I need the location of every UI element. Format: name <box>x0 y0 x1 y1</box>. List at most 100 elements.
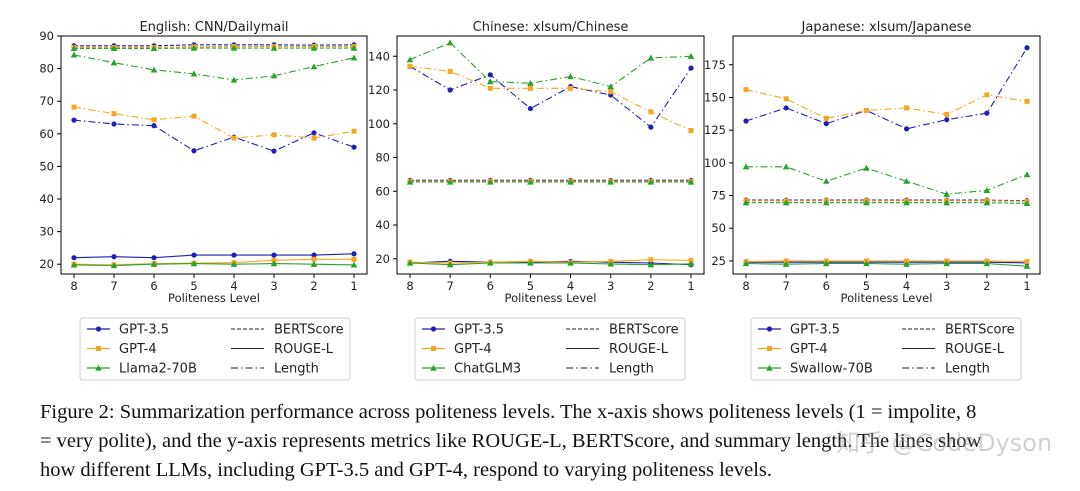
data-point-gpt-3-5-length <box>903 126 910 132</box>
data-point-gpt-4-length <box>1024 98 1030 104</box>
data-point-gpt-4-rouge-l <box>351 256 357 262</box>
data-point-gpt-4-length <box>351 128 357 134</box>
data-point-gpt-4-length <box>527 85 533 91</box>
data-point-gpt-3-5-length <box>487 72 493 78</box>
series-line-gpt-4-rouge-l <box>745 260 1028 263</box>
y-tick-label: 30 <box>39 225 54 239</box>
y-tick-label: 120 <box>368 83 390 97</box>
x-tick-label: 3 <box>270 279 277 293</box>
data-point-chatglm3-rouge-l <box>527 259 534 266</box>
data-point-gpt-3-5-length <box>111 121 117 127</box>
y-tick-label: 100 <box>704 156 726 170</box>
y-tick-label: 20 <box>375 252 390 266</box>
data-point-swallow-70b-rouge-l <box>822 260 830 267</box>
x-tick-label: 2 <box>983 279 990 293</box>
data-point-gpt-4-length <box>231 135 237 141</box>
figure: English: CNN/Dailymail 20 30 40 50 60 70 80 90 8 7… <box>39 20 1041 381</box>
data-point-gpt-3-5-length <box>527 105 534 112</box>
data-point-chatglm3-rouge-l <box>647 261 655 268</box>
plot-frame <box>732 35 1041 275</box>
y-tick-label: 175 <box>704 58 726 72</box>
data-point-llama2-70b-rouge-l <box>350 261 358 268</box>
data-point-swallow-70b-length <box>983 187 991 193</box>
data-point-llama2-70b-bertscore <box>310 44 318 51</box>
data-point-llama2-70b-bertscore <box>190 44 198 51</box>
data-point-gpt-4-length <box>447 68 453 74</box>
legend-label-length: Length <box>609 362 654 377</box>
data-point-chatglm3-length <box>647 54 655 61</box>
legend-label-bertscore: BERTScore <box>274 323 344 338</box>
data-point-gpt-4-length <box>743 87 749 93</box>
data-point-llama2-70b-length <box>150 66 158 73</box>
x-tick-label: 4 <box>903 279 910 293</box>
data-point-chatglm3-length <box>607 83 615 90</box>
data-point-gpt-4-length <box>944 111 950 117</box>
data-point-gpt-3-5-length <box>311 130 317 136</box>
legend-label-rouge-l: ROUGE-L <box>945 342 1005 357</box>
data-point-swallow-70b-bertscore <box>943 199 951 206</box>
x-tick-label: 6 <box>823 279 830 293</box>
data-point-chatglm3-bertscore <box>486 178 494 185</box>
y-tick-label: 140 <box>368 49 390 63</box>
data-point-swallow-70b-bertscore <box>1023 200 1031 207</box>
x-tick-label: 3 <box>607 279 614 293</box>
data-point-gpt-3-5-rouge-l <box>271 252 277 258</box>
data-point-gpt-3-5-length <box>271 148 277 154</box>
data-point-gpt-3-5-rouge-l <box>191 252 197 258</box>
x-tick-label: 6 <box>150 279 157 293</box>
data-point-gpt-4-length <box>271 132 277 138</box>
data-point-gpt-3-5-rouge-l <box>311 252 317 258</box>
x-tick-label: 4 <box>230 279 237 293</box>
data-point-llama2-70b-bertscore <box>350 44 358 51</box>
y-tick-label: 20 <box>39 257 54 271</box>
y-tick-label: 60 <box>39 127 54 141</box>
data-point-gpt-4-rouge-l <box>648 257 654 263</box>
chart-title: Chinese: xlsum/Chinese <box>473 20 629 35</box>
data-point-llama2-70b-length <box>70 51 78 58</box>
data-point-gpt-3-5-length <box>688 65 694 71</box>
data-point-swallow-70b-length <box>782 163 790 170</box>
legend-label-gpt-4: GPT-4 <box>119 342 157 357</box>
legend-marker-gpt-4 <box>431 346 436 351</box>
legend-label-length: Length <box>274 362 319 377</box>
data-point-gpt-3-5-length <box>648 124 654 130</box>
data-point-gpt-4-length <box>904 105 910 111</box>
x-tick-label: 5 <box>190 279 197 293</box>
data-point-gpt-3-5-length <box>447 87 453 93</box>
x-tick-label: 7 <box>782 279 789 293</box>
data-point-gpt-4-length <box>151 117 157 123</box>
series-line-gpt-3-5-length <box>409 65 692 128</box>
series-line-gpt-3-5-rouge-l <box>73 253 355 259</box>
data-point-llama2-70b-rouge-l <box>70 261 78 268</box>
legend-marker-gpt-4 <box>96 346 101 351</box>
data-point-llama2-70b-bertscore <box>70 45 78 52</box>
data-point-chatglm3-bertscore <box>446 178 454 185</box>
data-point-chatglm3-rouge-l <box>687 260 695 267</box>
y-tick-label: 50 <box>39 159 54 173</box>
y-tick-label: 150 <box>704 90 726 104</box>
data-point-gpt-3-5-rouge-l <box>231 252 237 258</box>
data-point-gpt-3-5-length <box>1024 45 1030 51</box>
data-point-llama2-70b-rouge-l <box>310 260 318 267</box>
data-point-llama2-70b-length <box>230 76 238 83</box>
data-point-gpt-3-5-length <box>743 118 749 124</box>
data-point-chatglm3-length <box>567 73 574 80</box>
data-point-swallow-70b-length <box>742 163 750 170</box>
data-point-chatglm3-rouge-l <box>446 261 454 268</box>
caption-line-2: = very polite), and the y-axis represent… <box>40 430 982 452</box>
data-point-gpt-4-length <box>648 109 654 115</box>
data-point-gpt-3-5-length <box>944 117 950 123</box>
series-line-gpt-3-5-bertscore <box>74 44 355 47</box>
series-line-gpt-4-length <box>73 106 355 139</box>
data-point-llama2-70b-rouge-l <box>110 262 118 269</box>
series-line-gpt-3-5-rouge-l <box>746 261 1028 264</box>
data-point-gpt-4-length <box>191 113 197 119</box>
legend-label-chatglm3: ChatGLM3 <box>454 362 521 377</box>
data-point-gpt-3-5-rouge-l <box>111 254 117 260</box>
y-tick-label: 70 <box>39 94 54 108</box>
data-point-llama2-70b-rouge-l <box>190 260 198 267</box>
data-point-gpt-4-length <box>984 92 990 98</box>
data-point-swallow-70b-length <box>863 164 870 171</box>
legend-label-swallow-70b: Swallow-70B <box>790 362 873 377</box>
y-tick-label: 40 <box>39 192 54 206</box>
